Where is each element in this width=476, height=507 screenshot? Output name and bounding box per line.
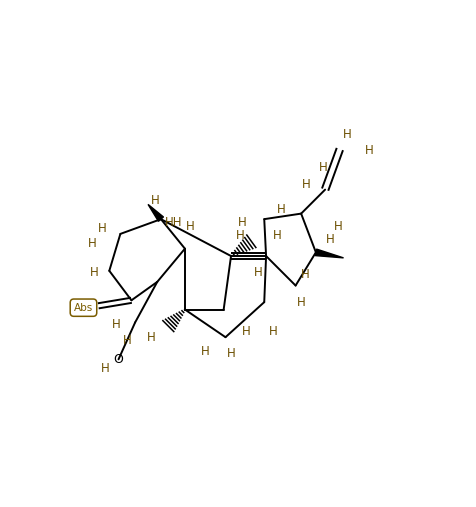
Text: H: H [98, 222, 106, 235]
Text: H: H [238, 216, 247, 229]
Polygon shape [148, 204, 163, 222]
Text: H: H [90, 266, 99, 279]
Text: H: H [269, 325, 278, 338]
Text: H: H [236, 229, 245, 242]
Text: H: H [365, 144, 374, 157]
Text: H: H [334, 220, 342, 233]
Text: H: H [326, 233, 335, 246]
Polygon shape [315, 249, 344, 258]
Text: H: H [151, 194, 160, 207]
Text: H: H [186, 220, 195, 233]
Text: H: H [254, 266, 263, 279]
Text: Abs: Abs [74, 303, 93, 313]
Text: H: H [227, 347, 236, 360]
Text: H: H [300, 268, 309, 281]
Text: H: H [277, 203, 285, 216]
Text: H: H [319, 161, 327, 174]
Text: O: O [114, 353, 123, 366]
Text: H: H [101, 362, 110, 375]
Text: H: H [89, 237, 97, 249]
Text: H: H [123, 335, 132, 347]
Text: HH: HH [165, 216, 183, 229]
Text: H: H [201, 345, 209, 358]
Text: H: H [273, 229, 281, 242]
Text: H: H [302, 177, 311, 191]
Text: H: H [148, 331, 156, 344]
Text: H: H [297, 296, 306, 309]
Text: H: H [112, 318, 121, 331]
Text: H: H [343, 128, 352, 141]
Text: H: H [241, 325, 250, 338]
